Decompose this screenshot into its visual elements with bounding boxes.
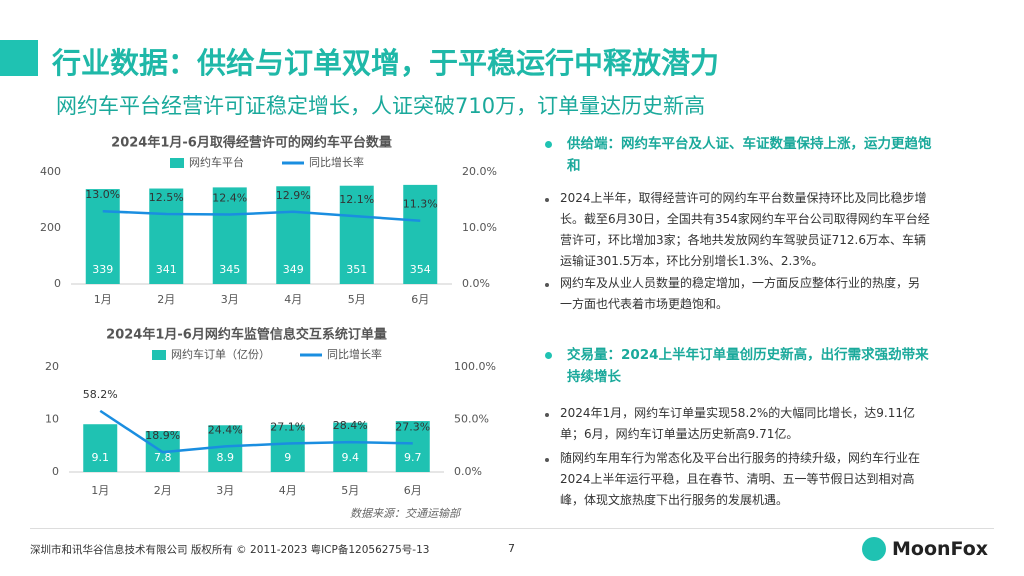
y2-tick-label: 0.0% bbox=[454, 465, 482, 478]
data-label: 13.0% bbox=[85, 188, 120, 201]
bar bbox=[85, 189, 120, 284]
data-label: 341 bbox=[156, 263, 177, 276]
page-number: 7 bbox=[508, 542, 515, 555]
y-tick-label: 0 bbox=[52, 465, 59, 478]
bullet-dot bbox=[545, 198, 549, 202]
logo: MoonFox bbox=[892, 538, 989, 560]
bullet: 随网约车用车行为常态化及平台出行服务的持续升级，网约车行业在2024上半年运行平… bbox=[560, 451, 921, 507]
data-label: 12.5% bbox=[149, 191, 184, 204]
section-dot bbox=[545, 352, 552, 359]
legend-swatch bbox=[152, 350, 166, 360]
bar bbox=[270, 424, 305, 472]
y-tick-label: 20 bbox=[45, 360, 59, 373]
data-label: 27.3% bbox=[395, 420, 430, 433]
charts: 2024年1月-6月取得经营许可的网约车平台数量02004000.0%10.0%… bbox=[40, 135, 497, 498]
legend-swatch bbox=[170, 158, 184, 168]
slide-subtitle: 网约车平台经营许可证稳定增长，人证突破710万，订单量达历史新高 bbox=[56, 94, 706, 118]
line bbox=[99, 409, 413, 454]
data-label: 349 bbox=[283, 263, 304, 276]
data-label: 8.9 bbox=[217, 451, 235, 464]
bar bbox=[276, 186, 311, 284]
legend-label: 同比增长率 bbox=[309, 155, 364, 169]
y-tick-label: 200 bbox=[40, 221, 61, 234]
section-dot bbox=[545, 141, 552, 148]
bar bbox=[83, 424, 118, 472]
legend-label: 网约车订单（亿份） bbox=[171, 347, 270, 361]
bullet-dot bbox=[545, 283, 549, 287]
x-tick-label: 4月 bbox=[284, 293, 302, 306]
section-heading: 供给端：网约车平台及人证、车证数量保持上涨，运力更趋饱和 bbox=[567, 136, 932, 174]
data-label: 351 bbox=[346, 263, 367, 276]
x-tick-label: 2月 bbox=[157, 293, 175, 306]
x-tick-label: 6月 bbox=[411, 293, 429, 306]
y2-tick-label: 10.0% bbox=[462, 221, 497, 234]
legend-label: 网约车平台 bbox=[189, 155, 244, 169]
data-label: 339 bbox=[92, 263, 113, 276]
accent-bar bbox=[0, 40, 38, 76]
bullet: 网约车及从业人员数量的稳定增加，一方面反应整体行业的热度，另一方面也代表着市场更… bbox=[560, 276, 921, 311]
section-heading: 交易量：2024上半年订单量创历史新高，出行需求强劲带来持续增长 bbox=[567, 347, 929, 385]
x-tick-label: 1月 bbox=[94, 293, 112, 306]
x-tick-label: 6月 bbox=[404, 484, 422, 497]
data-label: 24.4% bbox=[208, 423, 243, 436]
bullet-dot bbox=[545, 458, 549, 462]
legend-label: 同比增长率 bbox=[327, 347, 382, 361]
bullet: 2024年1月，网约车订单量实现58.2%的大幅同比增长，达9.11亿单；6月，… bbox=[560, 406, 916, 441]
x-tick-label: 4月 bbox=[279, 484, 297, 497]
logo-icon bbox=[862, 537, 886, 561]
y2-tick-label: 0.0% bbox=[462, 277, 490, 290]
copyright: 深圳市和讯华谷信息技术有限公司 版权所有 © 2011-2023 粤ICP备12… bbox=[30, 544, 430, 556]
data-label: 11.3% bbox=[403, 198, 438, 211]
bar bbox=[149, 188, 184, 284]
y-tick-label: 0 bbox=[54, 277, 61, 290]
y-tick-label: 400 bbox=[40, 165, 61, 178]
data-label: 18.9% bbox=[145, 429, 180, 442]
data-label: 12.4% bbox=[212, 192, 247, 205]
data-label: 58.2% bbox=[83, 388, 118, 401]
bar bbox=[395, 421, 430, 472]
data-label: 9.4 bbox=[342, 451, 360, 464]
chart-title: 2024年1月-6月网约车监管信息交互系统订单量 bbox=[106, 327, 387, 343]
slide-title: 行业数据：供给与订单双增，于平稳运行中释放潜力 bbox=[52, 46, 720, 80]
data-label: 28.4% bbox=[333, 419, 368, 432]
x-tick-label: 3月 bbox=[216, 484, 234, 497]
y2-tick-label: 20.0% bbox=[462, 165, 497, 178]
data-label: 7.8 bbox=[154, 451, 172, 464]
bullet-dot bbox=[545, 413, 549, 417]
data-label: 12.9% bbox=[276, 189, 311, 202]
bar bbox=[212, 187, 247, 284]
x-tick-label: 1月 bbox=[91, 484, 109, 497]
x-tick-label: 2月 bbox=[154, 484, 172, 497]
x-tick-label: 5月 bbox=[341, 484, 359, 497]
data-label: 9 bbox=[284, 451, 291, 464]
y-tick-label: 10 bbox=[45, 413, 59, 426]
y2-tick-label: 50.0% bbox=[454, 413, 489, 426]
source: 数据来源：交通运输部 bbox=[350, 507, 460, 520]
data-label: 9.7 bbox=[404, 451, 422, 464]
bullet: 2024上半年，取得经营许可的网约车平台数量保持环比及同比稳步增长。截至6月30… bbox=[560, 191, 930, 268]
line bbox=[102, 209, 421, 222]
data-label: 354 bbox=[410, 263, 431, 276]
footer-rule bbox=[30, 528, 994, 529]
data-label: 345 bbox=[219, 263, 240, 276]
y2-tick-label: 100.0% bbox=[454, 360, 496, 373]
data-label: 12.1% bbox=[339, 193, 374, 206]
data-label: 27.1% bbox=[270, 421, 305, 434]
bar bbox=[339, 185, 374, 284]
x-tick-label: 5月 bbox=[348, 293, 366, 306]
bar bbox=[403, 184, 438, 284]
bar bbox=[333, 422, 368, 472]
data-label: 9.1 bbox=[92, 451, 110, 464]
chart-title: 2024年1月-6月取得经营许可的网约车平台数量 bbox=[111, 135, 392, 151]
x-tick-label: 3月 bbox=[221, 293, 239, 306]
